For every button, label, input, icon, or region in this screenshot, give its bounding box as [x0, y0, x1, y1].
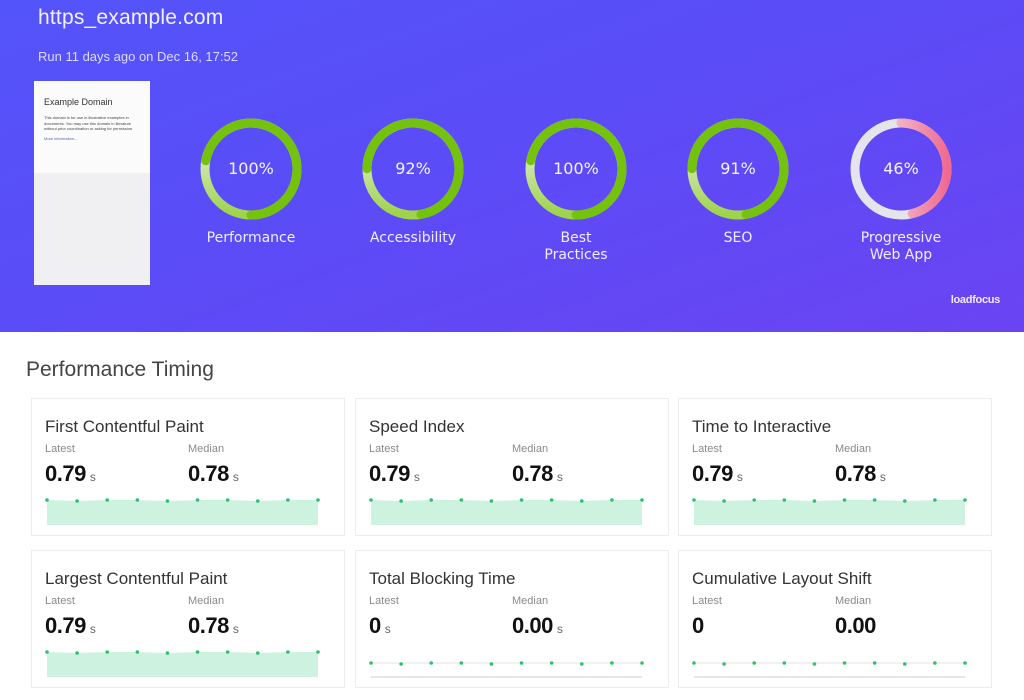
- sparkline-chart: [45, 650, 320, 677]
- latest-value: 0.79 s: [45, 613, 96, 638]
- metric-title: Time to Interactive: [692, 417, 832, 436]
- gauge-ring-icon: [687, 118, 789, 220]
- latest-label: Latest: [369, 443, 399, 455]
- run-timestamp: Run 11 days ago on Dec 16, 17:52: [38, 49, 238, 64]
- median-value: 0.78 s: [835, 461, 886, 486]
- page-screenshot-thumbnail[interactable]: Example Domain This domain is for use in…: [34, 81, 150, 285]
- score-gauge-performance[interactable]: 100% Performance: [196, 116, 306, 247]
- sparkline-chart: [692, 661, 967, 678]
- score-gauge-seo[interactable]: 91% SEO: [683, 116, 793, 247]
- metric-title: First Contentful Paint: [45, 417, 204, 436]
- latest-value: 0.79 s: [369, 461, 420, 486]
- score-value: 100%: [228, 159, 274, 178]
- median-label: Median: [512, 443, 549, 455]
- median-value: 0.00: [835, 613, 876, 638]
- median-value: 0.78 s: [188, 461, 239, 486]
- metric-title: Cumulative Layout Shift: [692, 569, 872, 588]
- latest-label: Latest: [369, 595, 399, 607]
- metric-card-cls[interactable]: Cumulative Layout Shift Latest Median 0 …: [678, 550, 992, 688]
- median-value: 0.78 s: [188, 613, 239, 638]
- latest-label: Latest: [45, 443, 75, 455]
- metric-card-speed-index[interactable]: Speed Index Latest Median 0.79 s 0.78 s: [355, 398, 669, 536]
- latest-label: Latest: [45, 595, 75, 607]
- metric-title: Total Blocking Time: [369, 569, 516, 588]
- score-gauge-accessibility[interactable]: 92% Accessibility: [358, 116, 468, 247]
- sparkline-chart: [369, 661, 644, 678]
- score-value: 91%: [720, 159, 756, 178]
- thumbnail-link: More information...: [44, 135, 78, 141]
- score-value: 46%: [883, 159, 919, 178]
- sparkline-chart: [369, 498, 644, 525]
- median-label: Median: [512, 595, 549, 607]
- median-value: 0.78 s: [512, 461, 563, 486]
- score-label: Accessibility: [369, 230, 457, 246]
- metric-card-tti[interactable]: Time to Interactive Latest Median 0.79 s …: [678, 398, 992, 536]
- latest-label: Latest: [692, 443, 722, 455]
- score-label: Progressive Web App: [860, 230, 942, 263]
- score-label: Best Practices: [544, 230, 608, 263]
- gauge-ring-icon: [525, 118, 627, 220]
- section-title: Performance Timing: [26, 358, 214, 381]
- metric-title: Largest Contentful Paint: [45, 569, 228, 588]
- median-label: Median: [835, 595, 872, 607]
- report-header: https_example.com Run 11 days ago on Dec…: [0, 0, 1024, 332]
- score-label: SEO: [723, 230, 753, 246]
- median-value: 0.00 s: [512, 613, 563, 638]
- brand-logo: loadfocus: [950, 294, 1001, 306]
- score-value: 100%: [553, 159, 599, 178]
- median-label: Median: [188, 443, 225, 455]
- gauge-ring-icon: [362, 118, 464, 220]
- page-title: https_example.com: [38, 6, 224, 29]
- score-label: Performance: [206, 230, 296, 246]
- latest-value: 0.79 s: [692, 461, 743, 486]
- gauge-ring-icon: [200, 118, 302, 220]
- latest-value: 0.79 s: [45, 461, 96, 486]
- sparkline-chart: [692, 498, 967, 525]
- latest-label: Latest: [692, 595, 722, 607]
- metric-card-fcp[interactable]: First Contentful Paint Latest Median 0.7…: [31, 398, 345, 536]
- metric-card-lcp[interactable]: Largest Contentful Paint Latest Median 0…: [31, 550, 345, 688]
- thumbnail-text: This domain is for use in illustrative e…: [44, 115, 134, 131]
- sparkline-chart: [45, 498, 320, 525]
- metric-title: Speed Index: [369, 417, 465, 436]
- median-label: Median: [835, 443, 872, 455]
- score-gauge-pwa[interactable]: 46% Progressive Web App: [846, 116, 956, 264]
- median-label: Median: [188, 595, 225, 607]
- thumbnail-title: Example Domain: [44, 97, 113, 107]
- latest-value: 0: [692, 613, 704, 638]
- score-gauge-best-practices[interactable]: 100% Best Practices: [521, 116, 631, 264]
- score-value: 92%: [395, 159, 431, 178]
- gauge-ring-icon: [850, 118, 952, 220]
